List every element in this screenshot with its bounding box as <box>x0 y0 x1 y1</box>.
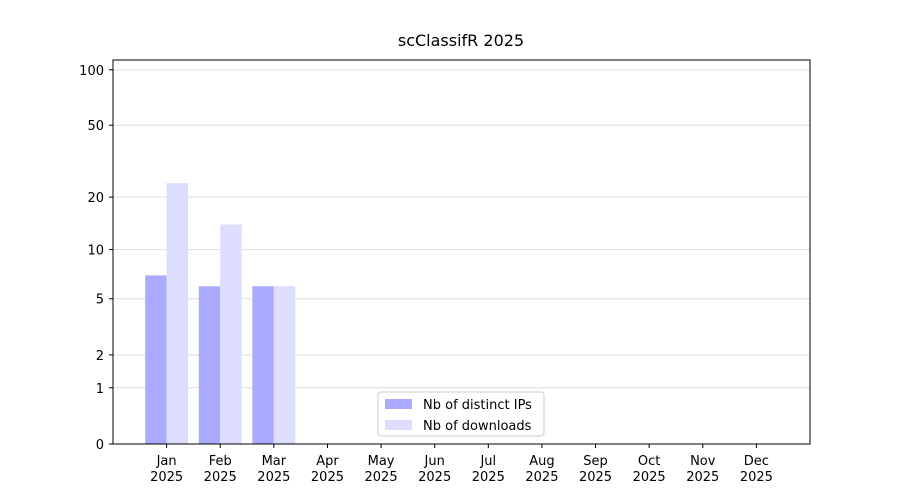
x-tick-label: Aug 2025 <box>525 454 558 485</box>
x-tick-label: Jan 2025 <box>150 454 183 485</box>
x-tick-label: Oct 2025 <box>633 454 666 485</box>
y-tick-label: 2 <box>96 349 104 364</box>
chart-title: scClassifR 2025 <box>398 31 524 50</box>
bar <box>273 286 296 444</box>
x-tick-label: May 2025 <box>365 454 398 485</box>
bar <box>220 224 242 444</box>
y-tick-label: 10 <box>87 244 104 259</box>
bar <box>145 275 167 444</box>
x-tick-label: Jul 2025 <box>472 454 505 485</box>
y-tick-label: 1 <box>96 382 104 397</box>
plot-frame <box>112 59 811 445</box>
y-tick-label: 50 <box>87 119 104 134</box>
x-tick-label: Sep 2025 <box>579 454 612 485</box>
x-tick-label: Jun 2025 <box>418 454 451 485</box>
x-tick-label: Mar 2025 <box>257 454 290 485</box>
x-tick-label: Nov 2025 <box>686 454 719 485</box>
y-tick-label: 0 <box>96 438 104 453</box>
y-tick-label: 5 <box>96 293 104 308</box>
bar <box>198 286 221 444</box>
bar <box>252 286 274 444</box>
x-tick-label: Apr 2025 <box>311 454 344 485</box>
bar <box>166 183 189 445</box>
legend-label: Nb of downloads <box>423 419 532 434</box>
y-tick-label: 100 <box>79 64 104 79</box>
x-tick-label: Dec 2025 <box>740 454 773 485</box>
y-tick-label: 20 <box>87 191 104 206</box>
legend-swatch <box>385 420 412 430</box>
legend-box <box>377 391 545 437</box>
x-tick-label: Feb 2025 <box>204 454 237 485</box>
legend-label: Nb of distinct IPs <box>423 398 532 413</box>
legend-swatch <box>385 399 412 409</box>
